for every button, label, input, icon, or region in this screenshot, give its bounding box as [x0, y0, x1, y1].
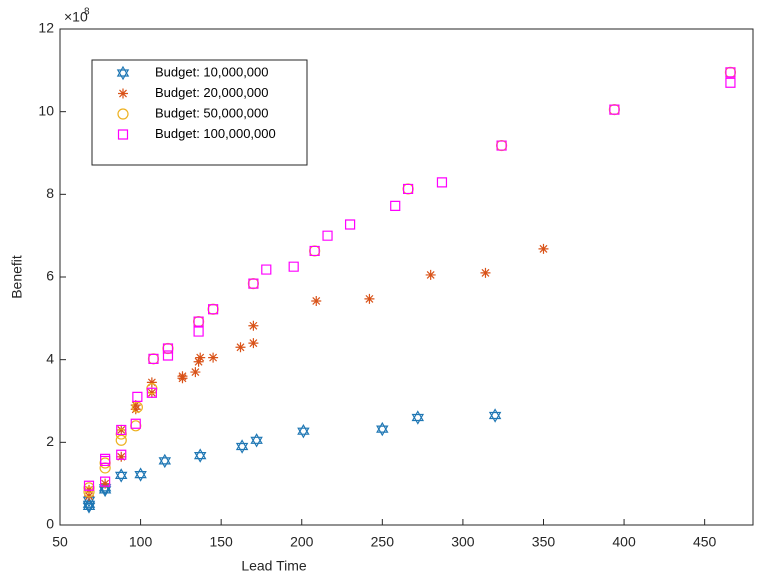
point: [130, 400, 141, 411]
x-tick-label: 100: [129, 534, 153, 550]
x-tick-label: 250: [371, 534, 395, 550]
point: [248, 278, 259, 289]
point: [162, 343, 174, 354]
x-tick-label: 150: [209, 534, 233, 550]
point: [403, 183, 414, 195]
legend-marker: [117, 108, 129, 120]
point: [146, 377, 157, 388]
point: [177, 371, 188, 382]
y-exponent-power: 8: [84, 7, 90, 18]
point: [100, 476, 111, 487]
x-tick-label: 300: [451, 534, 475, 550]
point: [261, 264, 272, 275]
x-axis-label: Lead Time: [241, 558, 307, 574]
point: [235, 439, 249, 454]
point: [130, 418, 141, 429]
y-tick-label: 0: [46, 516, 54, 532]
point: [134, 467, 147, 482]
point: [609, 104, 620, 115]
point: [131, 401, 143, 413]
x-tick-label: 400: [612, 534, 636, 550]
point: [116, 449, 127, 460]
point: [488, 408, 502, 423]
legend-marker: [116, 65, 130, 81]
y-tick-label: 2: [46, 433, 54, 449]
point: [100, 478, 111, 489]
point: [115, 434, 127, 446]
point: [309, 245, 320, 257]
point: [83, 480, 95, 491]
point: [311, 295, 322, 306]
point: [158, 453, 172, 469]
point: [116, 424, 127, 436]
point: [725, 77, 736, 88]
y-tick-label: 4: [46, 350, 54, 366]
point: [411, 410, 425, 425]
legend-label: Budget: 20,000,000: [155, 85, 269, 100]
point: [193, 326, 204, 337]
point: [195, 352, 206, 363]
point: [390, 200, 401, 212]
y-tick-label: 6: [46, 268, 54, 284]
point: [235, 342, 246, 353]
point: [146, 387, 157, 398]
legend-label: Budget: 10,000,000: [155, 64, 269, 79]
point: [297, 424, 310, 439]
point: [84, 491, 95, 502]
point: [344, 219, 356, 230]
point: [148, 353, 159, 364]
y-tick-label: 10: [38, 102, 54, 118]
point: [190, 367, 201, 378]
point: [146, 387, 157, 398]
legend-label: Budget: 100,000,000: [155, 126, 276, 141]
point: [132, 391, 143, 402]
point: [99, 462, 111, 474]
legend-marker: [118, 88, 128, 99]
point: [425, 269, 436, 280]
point: [193, 356, 204, 367]
x-tick-label: 200: [290, 534, 314, 550]
point: [83, 486, 95, 498]
point: [250, 433, 263, 448]
point: [162, 350, 174, 361]
x-tick-label: 50: [52, 534, 68, 550]
point: [114, 468, 128, 483]
point: [322, 230, 333, 241]
x-tick-label: 350: [532, 534, 556, 550]
y-axis-label: Benefit: [9, 255, 25, 299]
point: [480, 267, 491, 278]
y-tick-label: 12: [38, 20, 54, 36]
point: [288, 261, 299, 272]
point: [496, 140, 507, 151]
point: [116, 424, 127, 435]
point: [193, 316, 204, 327]
point: [248, 320, 259, 331]
y-tick-label: 8: [46, 185, 54, 201]
point: [208, 304, 219, 315]
legend-marker: [117, 129, 129, 140]
point: [193, 448, 207, 463]
y-exponent-base: ×10: [64, 9, 88, 25]
x-tick-label: 450: [693, 534, 717, 550]
point: [376, 421, 389, 437]
point: [725, 67, 736, 78]
point: [364, 293, 375, 304]
point: [100, 453, 111, 464]
point: [248, 338, 259, 349]
point: [208, 352, 219, 363]
point: [436, 177, 448, 188]
point: [116, 451, 127, 462]
point: [538, 243, 549, 254]
legend-label: Budget: 50,000,000: [155, 105, 269, 120]
